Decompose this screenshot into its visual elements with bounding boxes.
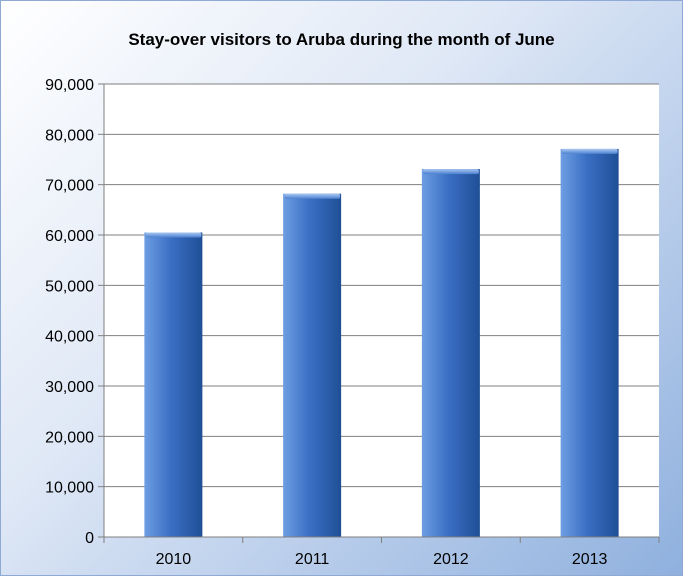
- bar-cap: [561, 148, 618, 154]
- bar-cap: [145, 232, 202, 238]
- y-tick-label: 0: [85, 530, 94, 547]
- bar: [283, 193, 342, 537]
- y-tick-label: 20,000: [45, 429, 94, 446]
- x-tick-label: 2012: [433, 551, 469, 568]
- bar-cap: [422, 169, 479, 175]
- y-tick-label: 80,000: [45, 127, 94, 144]
- bar: [144, 232, 203, 537]
- bar: [560, 148, 619, 537]
- y-tick-label: 30,000: [45, 379, 94, 396]
- y-tick-label: 70,000: [45, 178, 94, 195]
- chart-title: Stay-over visitors to Aruba during the m…: [128, 30, 555, 49]
- y-tick-label: 90,000: [45, 77, 94, 94]
- bar-cap: [284, 193, 341, 199]
- y-tick-label: 60,000: [45, 228, 94, 245]
- x-tick-label: 2011: [295, 551, 330, 568]
- bar: [421, 169, 480, 537]
- x-tick-label: 2013: [572, 551, 608, 568]
- x-tick-label: 2010: [156, 551, 192, 568]
- y-tick-label: 40,000: [45, 329, 94, 346]
- y-tick-label: 10,000: [45, 480, 94, 497]
- y-tick-label: 50,000: [45, 278, 94, 295]
